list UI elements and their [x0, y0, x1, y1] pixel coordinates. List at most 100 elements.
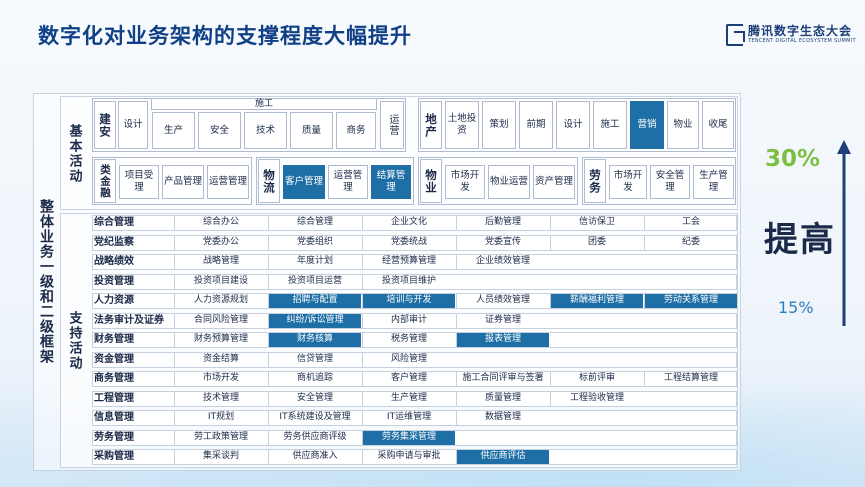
property-item: 市场开发: [445, 165, 485, 199]
support-row-category: 综合管理: [94, 217, 134, 228]
logistics-item: 客户管理: [283, 165, 325, 199]
support-row: 工程管理 技术管理 安全管理 生产管理 质量管理 工程验收管理: [92, 390, 737, 407]
property-item: 资产管理: [533, 165, 575, 199]
support-row-item: 质量管理: [456, 391, 549, 406]
support-row-item: 企业绩效管理: [456, 255, 549, 269]
support-row-item: 投资项目建设: [174, 274, 267, 289]
support-row-item: 报表管理: [456, 333, 549, 347]
jianan-construction-item: 生产: [152, 112, 195, 149]
finance-item: 产品管理: [162, 165, 204, 199]
support-row-item: 人力资源规划: [174, 294, 267, 308]
labor-label: 劳务: [584, 159, 606, 203]
jianan-construction-item: 安全: [198, 112, 241, 149]
jianan-construction-item: 技术: [244, 112, 287, 149]
support-row-item: 商机追踪: [268, 372, 361, 386]
support-row-item: 经营预算管理: [362, 255, 455, 269]
support-row-item: 供应商准入: [268, 450, 361, 464]
support-row-item: 风险管理: [362, 352, 455, 367]
support-row-item: 采购申请与审批: [362, 450, 455, 464]
support-row-item: 数据管理: [456, 411, 549, 425]
support-row-item: 标前评审: [550, 372, 643, 386]
support-row-background: [92, 449, 737, 465]
support-row-item: 信访保卫: [550, 216, 643, 230]
support-row-category: 资金管理: [94, 353, 134, 365]
support-row-item: 生产管理: [362, 391, 455, 406]
jianan-design: 设计: [118, 101, 148, 149]
logistics-label: 物流: [258, 159, 280, 203]
support-row-item: IT系统建设及管理: [268, 411, 361, 425]
metric-low: 15%: [778, 298, 814, 317]
realestate-item: 土地投资: [445, 101, 479, 149]
page-title: 数字化对业务架构的支撑程度大幅提升: [38, 24, 412, 48]
realestate-item: 营销: [630, 101, 664, 149]
metric-high: 30%: [765, 146, 821, 172]
support-row-item: 供应商评估: [456, 450, 549, 464]
support-row-item: 集采谈判: [174, 450, 267, 464]
support-row-item: 信贷管理: [268, 352, 361, 367]
jianan-construction-item: 商务: [336, 112, 376, 149]
support-row-item: 纪委: [644, 235, 737, 250]
main-framework-label: 整体业务一级和二级框架: [38, 199, 54, 364]
support-row-background: [92, 351, 737, 368]
support-row: 战略绩效 战略管理 年度计划 经营预算管理 企业绩效管理: [92, 254, 737, 270]
support-row-item: 人员绩效管理: [456, 294, 549, 308]
support-row: 综合管理 综合办公 综合管理 企业文化 后勤管理 信访保卫 工会: [92, 215, 737, 231]
realestate-item: 策划: [482, 101, 516, 149]
jianan-operation: 运营: [380, 101, 404, 149]
support-row-category: 人力资源: [94, 295, 134, 306]
support-row-item: 投资项目维护: [362, 274, 455, 289]
support-row-item: 资金结算: [174, 352, 267, 367]
basic-activities-label: 基本活动: [66, 124, 82, 184]
support-row-item: 财务预算管理: [174, 333, 267, 347]
support-row-category: 劳务管理: [94, 431, 134, 443]
support-row-background: [92, 273, 737, 290]
support-row-category: 信息管理: [94, 412, 134, 423]
logo-subtitle: TENCENT DIGITAL ECOSYSTEM SUMMIT: [748, 38, 856, 44]
support-row-item: 财务核算: [268, 333, 361, 347]
support-row-category: 战略绩效: [94, 256, 134, 267]
logistics-item: 运营管理: [328, 165, 368, 199]
support-row-item: 党委统战: [362, 235, 455, 250]
support-row-item: 投资项目运营: [268, 274, 361, 289]
realestate-item: 前期: [519, 101, 553, 149]
support-row: 劳务管理 劳工政策管理 劳务供应商评级 劳务集采管理: [92, 429, 737, 446]
realestate-item: 施工: [593, 101, 627, 149]
support-row-category: 财务管理: [94, 334, 134, 345]
support-row-background: [92, 390, 737, 407]
support-row-item: 合同风险管理: [174, 313, 267, 328]
support-row-item: 客户管理: [362, 372, 455, 386]
support-row: 采购管理 集采谈判 供应商准入 采购申请与审批 供应商评估: [92, 449, 737, 465]
support-row-background: [92, 371, 737, 387]
support-row-background: [92, 410, 737, 426]
support-row: 投资管理 投资项目建设 投资项目运营 投资项目维护: [92, 273, 737, 290]
support-row: 人力资源 人力资源规划 招聘与配置 培训与开发 人员绩效管理 薪酬福利管理 劳动关系管理: [92, 293, 737, 309]
jianan-construction-item: 质量: [290, 112, 333, 149]
support-row-item: 施工合同评审与签署: [456, 372, 549, 386]
support-row: 资金管理 资金结算 信贷管理 风险管理: [92, 351, 737, 368]
support-row-item: 工程验收管理: [550, 391, 643, 406]
jianan-construction-header: 施工: [151, 98, 377, 110]
logo-mark-icon: [726, 24, 745, 46]
property-item: 物业运营: [488, 165, 530, 199]
support-row-item: 纠纷/诉讼管理: [268, 313, 361, 328]
finance-item: 项目受理: [119, 165, 159, 199]
support-row-item: 劳务供应商评级: [268, 430, 361, 445]
logo-name: 腾讯数字生态大会: [748, 24, 853, 38]
support-row-item: 综合办公: [174, 216, 267, 230]
labor-item: 安全管理: [650, 165, 690, 199]
realestate-item: 物业: [667, 101, 699, 149]
support-row-background: [92, 312, 737, 329]
support-row-item: 税务管理: [362, 333, 455, 347]
support-row-category: 采购管理: [94, 451, 134, 462]
support-row-item: 市场开发: [174, 372, 267, 386]
support-row: 财务管理 财务预算管理 财务核算 税务管理 报表管理: [92, 332, 737, 348]
support-row-item: 劳务集采管理: [362, 430, 455, 445]
labor-item: 市场开发: [609, 165, 647, 199]
support-row-item: 企业文化: [362, 216, 455, 230]
finance-item: 运营管理: [207, 165, 249, 199]
support-row-category: 党纪监察: [94, 236, 134, 248]
property-label: 物业: [420, 159, 442, 203]
support-row-item: IT规划: [174, 411, 267, 425]
jianan-label: 建安: [94, 101, 116, 149]
support-row-item: 安全管理: [268, 391, 361, 406]
